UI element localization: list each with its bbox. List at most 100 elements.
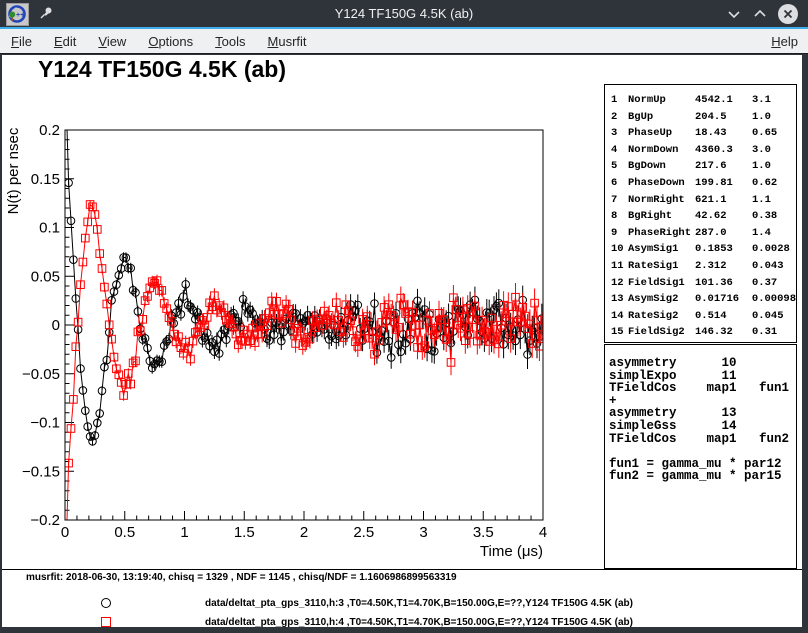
param-value: 0.514 (695, 308, 752, 325)
svg-text:4: 4 (539, 524, 547, 541)
param-no: 11 (611, 258, 628, 275)
param-error: 0.043 (752, 258, 796, 275)
series-line (66, 205, 542, 550)
theory-line (609, 445, 796, 458)
param-value: 621.1 (695, 192, 752, 209)
svg-text:1.5: 1.5 (234, 524, 255, 541)
legend-circle-marker (101, 598, 111, 608)
param-name: PhaseDown (628, 175, 695, 192)
menu-item-help[interactable]: Help (761, 34, 808, 49)
theory-line: TFieldCos map1 fun2 (609, 433, 796, 446)
param-row: 4NormDown4360.33.0 (605, 142, 796, 159)
param-row: 14RateSig20.5140.045 (605, 308, 796, 325)
svg-text:++: ++ (16, 12, 24, 19)
svg-text:0: 0 (52, 317, 60, 334)
pin-icon[interactable] (38, 5, 54, 21)
svg-text:0.5: 0.5 (114, 524, 135, 541)
param-row: 3PhaseUp18.430.65 (605, 125, 796, 142)
series-1-circle (62, 97, 545, 446)
param-name: BgUp (628, 109, 695, 126)
param-name: PhaseUp (628, 125, 695, 142)
series-error-bars (66, 200, 542, 553)
theory-line: fun2 = gamma_mu * par15 (609, 470, 796, 483)
svg-text:0.05: 0.05 (31, 268, 60, 285)
param-row: 7NormRight621.11.1 (605, 192, 796, 209)
param-no: 8 (611, 208, 628, 225)
y-axis-title: N(t) per nsec (5, 127, 22, 214)
param-value: 0.1853 (695, 241, 752, 258)
svg-text:0.2: 0.2 (39, 122, 60, 139)
param-value: 4360.3 (695, 142, 752, 159)
param-row: 1NormUp4542.13.1 (605, 92, 796, 109)
svg-text:0.15: 0.15 (31, 171, 60, 188)
series-error-bars (66, 97, 542, 446)
param-no: 10 (611, 241, 628, 258)
theory-box: asymmetry 10simplExpo 11TFieldCos map1 f… (604, 344, 797, 569)
param-value: 199.81 (695, 175, 752, 192)
menu-item-options[interactable]: Options (137, 34, 204, 49)
param-name: RateSig2 (628, 308, 695, 325)
svg-text:−0.15: −0.15 (22, 463, 60, 480)
menu-item-musrfit[interactable]: Musrfit (257, 34, 318, 49)
svg-text:3: 3 (419, 524, 427, 541)
param-error: 0.00098 (752, 291, 796, 308)
param-error: 0.62 (752, 175, 796, 192)
param-error: 0.045 (752, 308, 796, 325)
svg-text:3.5: 3.5 (473, 524, 494, 541)
param-no: 4 (611, 142, 628, 159)
titlebar[interactable]: Y124 TF150G 4.5K (ab) ++ (0, 0, 808, 27)
menu-item-edit[interactable]: Edit (43, 34, 87, 49)
param-row: 9PhaseRight287.01.4 (605, 225, 796, 242)
application-window: Y124 TF150G 4.5K (ab) ++ (0, 0, 808, 633)
param-no: 15 (611, 324, 628, 341)
param-name: AsymSig1 (628, 241, 695, 258)
param-error: 1.0 (752, 158, 796, 175)
menu-item-view[interactable]: View (87, 34, 137, 49)
param-value: 101.36 (695, 275, 752, 292)
param-name: AsymSig2 (628, 291, 695, 308)
svg-text:2: 2 (300, 524, 308, 541)
param-error: 3.0 (752, 142, 796, 159)
series-2-square (62, 200, 545, 553)
theory-line: asymmetry 10 (609, 357, 796, 370)
svg-text:1: 1 (180, 524, 188, 541)
series-line (66, 101, 542, 442)
svg-text:−0.2: −0.2 (30, 512, 60, 529)
param-no: 3 (611, 125, 628, 142)
param-value: 4542.1 (695, 92, 752, 109)
param-name: BgRight (628, 208, 695, 225)
param-name: NormDown (628, 142, 695, 159)
param-value: 0.01716 (695, 291, 752, 308)
param-row: 8BgRight42.620.38 (605, 208, 796, 225)
minimize-icon[interactable] (724, 4, 744, 24)
param-value: 146.32 (695, 324, 752, 341)
svg-text:0.1: 0.1 (39, 220, 60, 237)
root-app-icon[interactable]: ++ (6, 3, 29, 26)
param-error: 1.0 (752, 109, 796, 126)
legend-entry-2: data/deltat_pta_gps_3110,h:4 ,T0=4.50K,T… (205, 617, 633, 628)
param-error: 0.37 (752, 275, 796, 292)
param-error: 0.31 (752, 324, 796, 341)
param-no: 2 (611, 109, 628, 126)
param-value: 287.0 (695, 225, 752, 242)
param-error: 0.0028 (752, 241, 796, 258)
menubar: FileEditViewOptionsToolsMusrfit Help (0, 29, 808, 54)
menu-item-tools[interactable]: Tools (204, 34, 256, 49)
param-row: 10AsymSig10.18530.0028 (605, 241, 796, 258)
menu-item-file[interactable]: File (0, 34, 43, 49)
svg-text:2.5: 2.5 (353, 524, 374, 541)
param-row: 5BgDown217.61.0 (605, 158, 796, 175)
param-no: 9 (611, 225, 628, 242)
param-value: 42.62 (695, 208, 752, 225)
param-error: 1.1 (752, 192, 796, 209)
close-icon[interactable] (778, 4, 798, 24)
param-no: 12 (611, 275, 628, 292)
param-value: 204.5 (695, 109, 752, 126)
window-title: Y124 TF150G 4.5K (ab) (0, 0, 808, 27)
fit-status-line: musrfit: 2018-06-30, 13:19:40, chisq = 1… (26, 572, 457, 583)
param-name: PhaseRight (628, 225, 695, 242)
theory-line: simpleGss 14 (609, 420, 796, 433)
param-name: NormUp (628, 92, 695, 109)
param-name: FieldSig1 (628, 275, 695, 292)
maximize-icon[interactable] (750, 4, 770, 24)
